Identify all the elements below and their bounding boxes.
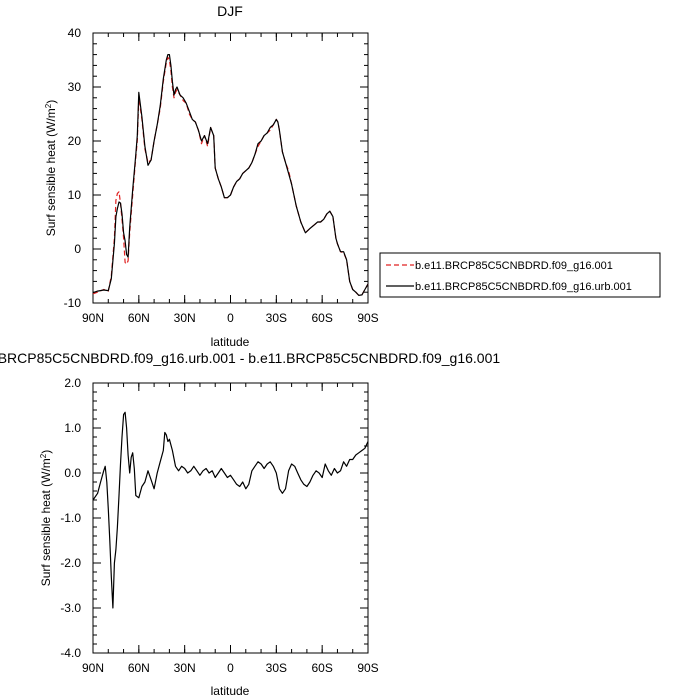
bottom-plot-frame xyxy=(92,382,369,654)
series-line-1 xyxy=(92,53,369,296)
x-tick-label: 90N xyxy=(82,661,104,675)
y-tick-label: -4.0 xyxy=(60,646,81,660)
legend: b.e11.BRCP85C5CNBDRD.f09_g16.001 b.e11.B… xyxy=(379,252,661,298)
y-tick-label: 40 xyxy=(68,26,82,40)
legend-entry-1: b.e11.BRCP85C5CNBDRD.f09_g16.urb.001 xyxy=(415,281,632,293)
x-tick-label: 60S xyxy=(311,661,332,675)
y-tick-label: -3.0 xyxy=(60,601,81,615)
top-y-axis: 40 30 20 10 0 -10 xyxy=(64,26,368,310)
x-tick-label: 60N xyxy=(128,311,150,325)
top-x-axis: 90N 60N 30N 0 30S 60S 90S xyxy=(82,33,379,325)
bottom-x-axis-label: latitude xyxy=(211,684,250,698)
y-tick-label: 10 xyxy=(68,188,82,202)
y-tick-label: 2.0 xyxy=(64,376,81,390)
y-tick-label: 20 xyxy=(68,134,82,148)
x-tick-label: 90S xyxy=(357,661,378,675)
x-tick-label: 90N xyxy=(82,311,104,325)
y-tick-label: 0.0 xyxy=(64,466,81,480)
bottom-chart-title: b.e11.BRCP85C5CNBDRD.f09_g16.urb.001 - b… xyxy=(0,350,500,366)
legend-entry-0: b.e11.BRCP85C5CNBDRD.f09_g16.001 xyxy=(415,260,613,272)
y-tick-label: 30 xyxy=(68,80,82,94)
legend-box xyxy=(379,252,661,298)
top-chart-title: DJF xyxy=(217,3,243,19)
x-tick-label: 60S xyxy=(311,311,332,325)
x-tick-label: 30S xyxy=(266,311,287,325)
bottom-y-axis-label: Surf sensible heat (W/m2) xyxy=(39,450,54,587)
top-x-axis-label: latitude xyxy=(211,335,250,349)
x-tick-label: 30N xyxy=(174,311,196,325)
x-tick-label: 30N xyxy=(174,661,196,675)
top-chart: DJF 40 30 20 10 0 -10 90N 60N 30N 0 30S 60S 90S lat… xyxy=(44,3,379,349)
x-tick-label: 0 xyxy=(227,661,234,675)
x-tick-label: 30S xyxy=(266,661,287,675)
bottom-series-group xyxy=(92,411,369,609)
x-tick-label: 0 xyxy=(227,311,234,325)
series-line-0 xyxy=(92,411,369,609)
x-tick-label: 60N xyxy=(128,661,150,675)
y-tick-label: -2.0 xyxy=(60,556,81,570)
y-tick-label: 1.0 xyxy=(64,421,81,435)
bottom-y-axis: 2.0 1.0 0.0 -1.0 -2.0 -3.0 -4.0 xyxy=(60,376,368,660)
top-series-group xyxy=(92,53,369,296)
bottom-chart: b.e11.BRCP85C5CNBDRD.f09_g16.urb.001 - b… xyxy=(0,350,500,698)
y-tick-label: 0 xyxy=(74,242,81,256)
y-tick-label: -10 xyxy=(64,296,82,310)
bottom-x-axis: 90N 60N 30N 0 30S 60S 90S xyxy=(82,383,379,675)
top-y-axis-label: Surf sensible heat (W/m2) xyxy=(44,100,59,237)
y-tick-label: -1.0 xyxy=(60,511,81,525)
x-tick-label: 90S xyxy=(357,311,378,325)
